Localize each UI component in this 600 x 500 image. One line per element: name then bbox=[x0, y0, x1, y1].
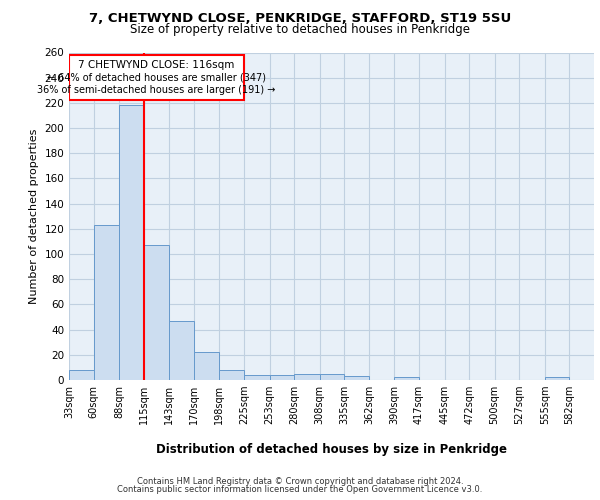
Bar bbox=[169, 321, 194, 380]
Bar bbox=[119, 106, 144, 380]
Y-axis label: Number of detached properties: Number of detached properties bbox=[29, 128, 39, 304]
Bar bbox=[244, 375, 269, 380]
Bar bbox=[194, 352, 220, 380]
Text: 36% of semi-detached houses are larger (191) →: 36% of semi-detached houses are larger (… bbox=[37, 85, 275, 95]
Text: Contains HM Land Registry data © Crown copyright and database right 2024.: Contains HM Land Registry data © Crown c… bbox=[137, 478, 463, 486]
Bar bbox=[144, 245, 169, 380]
Text: Distribution of detached houses by size in Penkridge: Distribution of detached houses by size … bbox=[156, 442, 507, 456]
Bar bbox=[545, 378, 569, 380]
Bar bbox=[69, 370, 94, 380]
Bar bbox=[294, 374, 320, 380]
Text: 7, CHETWYND CLOSE, PENKRIDGE, STAFFORD, ST19 5SU: 7, CHETWYND CLOSE, PENKRIDGE, STAFFORD, … bbox=[89, 12, 511, 26]
Bar bbox=[220, 370, 244, 380]
FancyBboxPatch shape bbox=[69, 55, 244, 100]
Bar bbox=[320, 374, 344, 380]
Bar bbox=[394, 378, 419, 380]
Text: 7 CHETWYND CLOSE: 116sqm: 7 CHETWYND CLOSE: 116sqm bbox=[79, 60, 235, 70]
Text: Size of property relative to detached houses in Penkridge: Size of property relative to detached ho… bbox=[130, 22, 470, 36]
Text: Contains public sector information licensed under the Open Government Licence v3: Contains public sector information licen… bbox=[118, 485, 482, 494]
Text: ← 64% of detached houses are smaller (347): ← 64% of detached houses are smaller (34… bbox=[47, 72, 266, 83]
Bar bbox=[269, 375, 294, 380]
Bar bbox=[344, 376, 369, 380]
Bar bbox=[94, 225, 119, 380]
